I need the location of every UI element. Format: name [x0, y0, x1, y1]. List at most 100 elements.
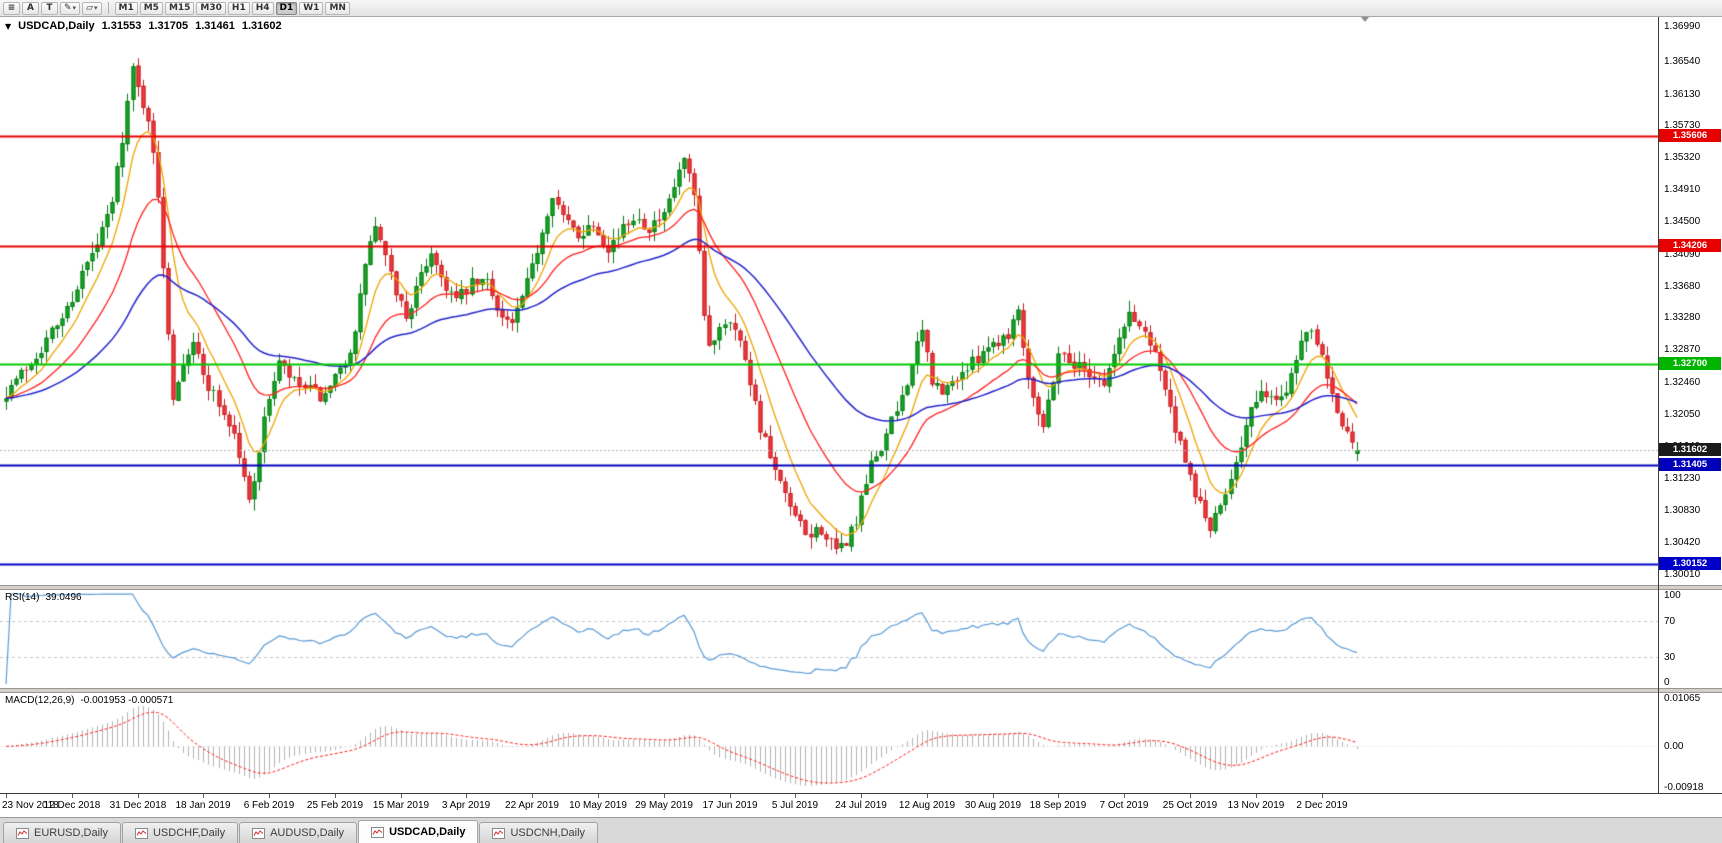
time-tick [203, 794, 204, 798]
time-tick [1124, 794, 1125, 798]
date-label: 13 Nov 2019 [1227, 800, 1285, 811]
text-tool-button[interactable]: T [41, 1, 58, 15]
rsi-tick-label: 30 [1664, 652, 1676, 663]
timeframe-m15-button[interactable]: M15 [164, 1, 195, 15]
pencil-draw-tool-button[interactable]: ✎ ▾ [60, 1, 81, 15]
date-label: 18 Sep 2019 [1029, 800, 1087, 811]
pane-separator[interactable] [0, 585, 1722, 590]
mini-chart-icon [492, 827, 506, 839]
charts-menu-button[interactable]: ≡ [3, 1, 20, 15]
price-level-badge: 1.35606 [1659, 128, 1721, 142]
time-tick [1256, 794, 1257, 798]
toolbar: ≡ A T ✎ ▾ ▱ ▾ M1 M5 M15 M30 H1 H4 D1 W1 MN [0, 0, 1722, 17]
price-tick-label: 1.34090 [1664, 248, 1701, 260]
price-level-badge: 1.31602 [1659, 443, 1721, 456]
date-label: 25 Oct 2019 [1162, 800, 1218, 811]
mini-chart-icon [134, 827, 148, 839]
time-tick [1190, 794, 1191, 798]
chart-tab-audusd[interactable]: AUDUSD,Daily [239, 822, 358, 843]
time-tick [401, 794, 402, 798]
mini-chart-icon [252, 827, 266, 839]
time-tick [795, 794, 796, 798]
timeframe-mn-button[interactable]: MN [325, 1, 350, 15]
time-tick [138, 794, 139, 798]
timeframe-d1-button[interactable]: D1 [275, 1, 298, 15]
timeframe-m30-button[interactable]: M30 [196, 1, 226, 15]
price-tick-label: 1.31230 [1664, 473, 1701, 485]
price-tick-label: 1.33280 [1664, 312, 1701, 324]
price-level-badge: 1.31405 [1659, 458, 1721, 472]
rsi-name: RSI(14) [5, 592, 40, 603]
price-tick-label: 1.35730 [1664, 119, 1701, 131]
date-label: 29 May 2019 [635, 800, 693, 811]
close-value: 1.31602 [241, 20, 282, 32]
shapes-tool-button[interactable]: ▱ ▾ [82, 1, 102, 15]
chart-tab-usdcad[interactable]: USDCAD,Daily [358, 820, 479, 843]
time-tick [72, 794, 73, 798]
mini-chart-icon [371, 826, 385, 838]
time-tick [730, 794, 731, 798]
collapse-triangle-icon[interactable]: ▼ [5, 21, 12, 31]
timeframe-m1-button[interactable]: M1 [114, 1, 138, 15]
timeframe-group: M1 M5 M15 M30 H1 H4 D1 W1 MN [114, 1, 350, 15]
dropdown-caret-icon: ▾ [93, 3, 98, 12]
chart-tab-usdcnh[interactable]: USDCNH,Daily [479, 822, 599, 843]
date-label: 12 Dec 2018 [43, 800, 101, 811]
price-tick-label: 1.32870 [1664, 344, 1701, 356]
macd-pane: MACD(12,26,9) -0.001953 -0.000571 0.0106… [0, 693, 1722, 793]
low-value: 1.31461 [195, 20, 235, 32]
date-label: 6 Feb 2019 [243, 800, 295, 811]
macd-canvas[interactable] [0, 693, 1658, 793]
chart-tab-label: EURUSD,Daily [34, 827, 108, 839]
price-tick-label: 1.36540 [1664, 56, 1701, 68]
time-tick [269, 794, 270, 798]
shapes-tool-icon: ▱ [86, 2, 93, 13]
date-label: 5 Jul 2019 [771, 800, 819, 811]
timeframe-h1-button[interactable]: H1 [227, 1, 250, 15]
date-label: 18 Jan 2019 [175, 800, 231, 811]
date-label: 23 Nov 2018 [2, 800, 59, 811]
macd-axis: 0.01065 0.00 -0.00918 [1659, 693, 1722, 793]
date-label: 22 Apr 2019 [505, 800, 559, 811]
symbol-name: USDCAD,Daily [18, 20, 95, 32]
chart-tab-label: AUDUSD,Daily [270, 827, 345, 839]
price-chart-canvas[interactable] [0, 17, 1658, 585]
price-level-badge: 1.30152 [1659, 556, 1721, 570]
price-tick-label: 1.34500 [1664, 216, 1701, 228]
price-tick-label: 1.32050 [1664, 408, 1701, 420]
date-label: 3 Apr 2019 [441, 800, 491, 811]
rsi-tick-label: 70 [1664, 616, 1676, 627]
time-tick [1322, 794, 1323, 798]
time-axis[interactable]: 23 Nov 2018 12 Dec 2018 31 Dec 2018 18 Jan … [0, 793, 1722, 817]
timeframe-m5-button[interactable]: M5 [139, 1, 163, 15]
date-label: 2 Dec 2019 [1296, 800, 1348, 811]
price-tick-label: 1.36130 [1664, 88, 1701, 100]
date-label: 25 Feb 2019 [306, 800, 364, 811]
time-tick [6, 794, 7, 798]
chart-area: ▼ USDCAD,Daily 1.31553 1.31705 1.31461 1… [0, 17, 1722, 817]
font-label-button[interactable]: A [22, 1, 39, 15]
axis-divider [1658, 17, 1659, 793]
time-tick [861, 794, 862, 798]
price-level-badge: 1.34206 [1659, 238, 1721, 252]
chart-tab-usdchf[interactable]: USDCHF,Daily [121, 822, 239, 843]
chart-tab-label: USDCHF,Daily [152, 827, 226, 839]
date-label: 7 Oct 2019 [1099, 800, 1149, 811]
time-tick [927, 794, 928, 798]
date-label: 30 Aug 2019 [964, 800, 1022, 811]
date-label: 17 Jun 2019 [702, 800, 758, 811]
timeframe-h4-button[interactable]: H4 [251, 1, 274, 15]
macd-tick-label: -0.00918 [1664, 782, 1704, 793]
time-tick [466, 794, 467, 798]
date-label: 10 May 2019 [569, 800, 627, 811]
timeframe-w1-button[interactable]: W1 [299, 1, 324, 15]
time-tick [335, 794, 336, 798]
rsi-canvas[interactable] [0, 590, 1658, 688]
rsi-label: RSI(14) 39.0496 [5, 592, 82, 603]
price-tick-label: 1.34910 [1664, 184, 1701, 196]
chart-tab-eurusd[interactable]: EURUSD,Daily [3, 822, 121, 843]
time-tick [532, 794, 533, 798]
pane-separator[interactable] [0, 688, 1722, 693]
price-tick-label: 1.36990 [1664, 21, 1701, 32]
